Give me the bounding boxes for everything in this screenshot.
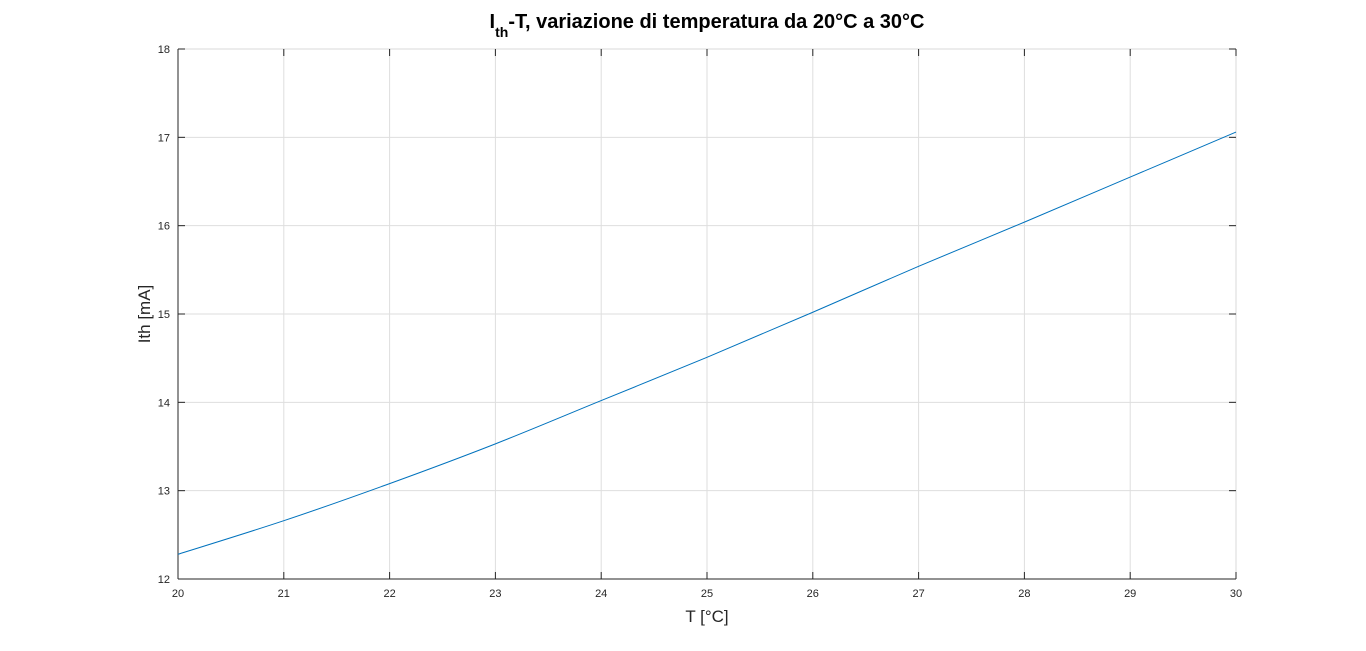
chart-title-rest: -T, variazione di temperatura da 20°C a … <box>508 11 924 33</box>
series-layer <box>177 131 1237 555</box>
x-axis-ticks: 20 21 22 23 24 25 26 27 28 29 30 <box>172 49 1242 600</box>
x-tick-label: 27 <box>912 588 924 600</box>
y-axis-ticks: 12 13 14 15 16 17 18 <box>158 44 1236 586</box>
x-tick-label: 24 <box>595 588 607 600</box>
x-tick-label: 21 <box>278 588 290 600</box>
x-tick-label: 20 <box>172 588 184 600</box>
x-tick-label: 29 <box>1124 588 1136 600</box>
x-tick-label: 23 <box>489 588 501 600</box>
x-tick-label: 28 <box>1018 588 1030 600</box>
y-axis-label: Ith [mA] <box>135 285 154 344</box>
x-tick-label: 25 <box>701 588 713 600</box>
x-axis-label: T [°C] <box>685 607 728 626</box>
chart-title-main: I <box>490 11 496 33</box>
y-tick-label: 14 <box>158 397 170 409</box>
chart-title-subscript: th <box>495 24 508 40</box>
x-tick-label: 26 <box>807 588 819 600</box>
y-tick-label: 18 <box>158 44 170 56</box>
y-tick-label: 15 <box>158 309 170 321</box>
series-line <box>177 131 1237 555</box>
x-tick-label: 30 <box>1230 588 1242 600</box>
y-tick-label: 12 <box>158 574 170 586</box>
chart-title: Ith-T, variazione di temperatura da 20°C… <box>490 11 925 40</box>
x-tick-label: 22 <box>383 588 395 600</box>
y-tick-label: 13 <box>158 486 170 498</box>
y-tick-label: 16 <box>158 221 170 233</box>
y-tick-label: 17 <box>158 132 170 144</box>
